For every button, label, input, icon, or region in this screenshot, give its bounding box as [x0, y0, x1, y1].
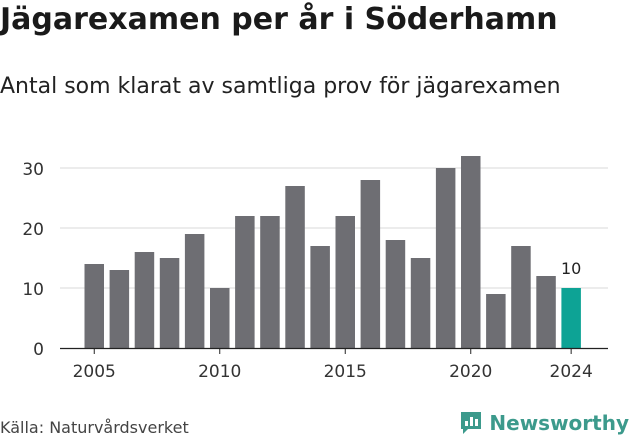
y-tick-label: 10 [22, 280, 44, 300]
bar [360, 180, 381, 348]
newsworthy-chart-icon [461, 412, 482, 434]
bar [511, 246, 531, 348]
bar [210, 288, 230, 348]
source-note: Källa: Naturvårdsverket [0, 418, 189, 437]
x-tick-label: 2005 [73, 362, 116, 382]
x-tick-label: 2015 [324, 362, 367, 382]
bar [184, 234, 205, 348]
chart-title: Jägarexamen per år i Söderhamn [0, 2, 558, 37]
bar-chart: 0 10 20 30 2005 2010 2015 2020 2024 10 [22, 156, 608, 382]
bar [486, 294, 506, 348]
bar [235, 216, 255, 348]
bar [285, 186, 305, 348]
y-tick-label: 30 [22, 160, 44, 180]
x-tick-label: 2010 [198, 362, 241, 382]
brand-name: Newsworthy [489, 411, 629, 435]
brand-logo: Newsworthy [459, 408, 629, 438]
bar [159, 258, 180, 348]
data-label: 10 [561, 259, 581, 278]
bar [461, 156, 481, 348]
bar [335, 216, 355, 348]
bar [310, 246, 330, 348]
bar [84, 264, 104, 348]
x-tick-label: 2024 [550, 362, 593, 382]
chart-subtitle: Antal som klarat av samtliga prov för jä… [0, 74, 561, 99]
bar [536, 276, 556, 348]
bar [385, 240, 406, 348]
bar [260, 216, 280, 348]
bar [410, 258, 431, 348]
x-tick-label: 2020 [449, 362, 492, 382]
y-tick-label: 0 [33, 340, 44, 360]
bar [134, 252, 155, 348]
bar [561, 288, 581, 348]
y-tick-label: 20 [22, 220, 44, 240]
bar [109, 270, 130, 348]
bar [435, 168, 456, 348]
